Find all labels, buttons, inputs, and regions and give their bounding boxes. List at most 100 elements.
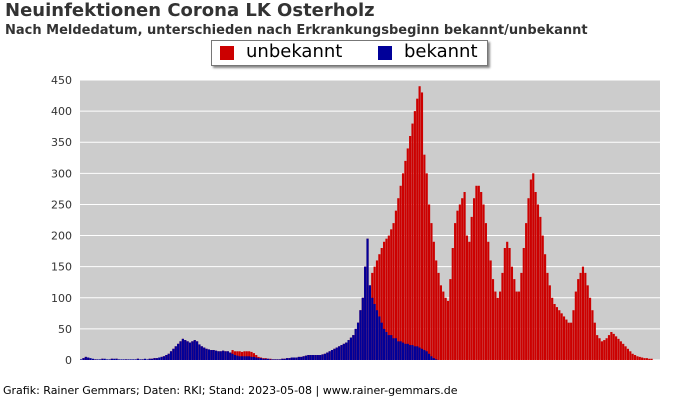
bar-unbekannt: [544, 254, 547, 360]
bar-unbekannt: [380, 248, 383, 360]
bar-unbekannt: [451, 248, 454, 360]
bar-bekannt: [387, 335, 390, 360]
bar-bekannt: [245, 356, 248, 360]
bar-bekannt: [413, 346, 416, 360]
bar-unbekannt: [499, 291, 502, 360]
bar-unbekannt: [465, 235, 469, 360]
bar-bekannt: [129, 359, 132, 360]
bar-bekannt: [328, 351, 331, 360]
bar-unbekannt: [252, 353, 255, 360]
bar-unbekannt: [567, 322, 570, 360]
bar-bekannt: [385, 332, 388, 360]
bar-bekannt: [108, 359, 111, 360]
bar-bekannt: [302, 356, 305, 360]
y-tick-label: 0: [65, 354, 72, 367]
bar-bekannt: [368, 285, 371, 360]
bar-bekannt: [222, 350, 225, 360]
bar-bekannt: [345, 342, 348, 360]
chart-subtitle: Nach Meldedatum, unterschieden nach Erkr…: [5, 23, 588, 38]
bar-unbekannt: [527, 198, 530, 360]
bar-bekannt: [217, 351, 220, 360]
bar-bekannt: [205, 348, 208, 360]
bar-bekannt: [155, 358, 158, 360]
bar-bekannt: [314, 355, 317, 360]
bar-unbekannt: [607, 335, 611, 360]
bar-bekannt: [347, 340, 350, 360]
bar-unbekannt: [610, 332, 613, 360]
bar-bekannt: [257, 358, 260, 360]
bar-bekannt: [295, 357, 298, 360]
bar-unbekannt: [548, 285, 551, 360]
bar-bekannt: [120, 359, 123, 360]
legend: unbekannt bekannt: [211, 40, 488, 66]
bar-unbekannt: [579, 272, 582, 360]
bar-unbekannt: [515, 291, 518, 360]
bar-bekannt: [304, 355, 308, 360]
bar-unbekannt: [378, 254, 381, 360]
bar-bekannt: [103, 358, 106, 360]
bar-bekannt: [243, 356, 246, 360]
bar-unbekannt: [633, 355, 637, 360]
bar-unbekannt: [435, 260, 438, 360]
bar-unbekannt: [449, 279, 452, 360]
bar-bekannt: [113, 358, 116, 360]
bar-unbekannt: [480, 192, 483, 360]
bar-bekannt: [141, 359, 144, 360]
bar-bekannt: [354, 328, 357, 360]
bar-bekannt: [186, 341, 189, 360]
bar-unbekannt: [418, 86, 421, 360]
bar-bekannt: [203, 347, 206, 360]
bar-unbekannt: [506, 241, 509, 360]
bar-unbekannt: [522, 248, 525, 360]
bar-bekannt: [290, 357, 293, 360]
bar-unbekannt: [508, 248, 511, 360]
bar-unbekannt: [430, 223, 433, 360]
bar-bekannt: [269, 359, 272, 360]
bar-unbekannt: [546, 272, 549, 360]
bar-bekannt: [276, 359, 279, 360]
bar-bekannt: [366, 238, 369, 360]
bar-unbekannt: [645, 358, 648, 360]
bar-unbekannt: [428, 204, 431, 360]
bar-bekannt: [236, 355, 239, 360]
bar-unbekannt: [626, 348, 630, 360]
bar-unbekannt: [525, 223, 528, 360]
bar-bekannt: [375, 310, 379, 360]
bar-bekannt: [110, 358, 113, 360]
legend-swatch-bekannt: [378, 46, 392, 60]
bar-bekannt: [285, 358, 289, 360]
bar-unbekannt: [622, 343, 625, 360]
bar-bekannt: [115, 358, 118, 360]
bar-unbekannt: [468, 241, 471, 360]
bar-unbekannt: [456, 210, 459, 360]
bar-bekannt: [262, 358, 265, 360]
bar-unbekannt: [416, 98, 419, 361]
bar-bekannt: [134, 359, 137, 360]
bar-unbekannt: [560, 313, 563, 360]
bar-bekannt: [127, 359, 130, 360]
bar-unbekannt: [489, 260, 492, 360]
legend-swatch-unbekannt: [220, 46, 234, 60]
bar-bekannt: [281, 358, 284, 360]
bar-bekannt: [167, 353, 170, 360]
bar-bekannt: [124, 359, 128, 360]
y-tick-label: 50: [58, 323, 72, 336]
bar-bekannt: [174, 346, 177, 360]
bar-unbekannt: [605, 338, 608, 360]
bar-unbekannt: [248, 351, 251, 360]
bar-bekannt: [80, 359, 83, 360]
bar-unbekannt: [250, 351, 253, 360]
bar-bekannt: [196, 341, 199, 360]
bar-bekannt: [340, 345, 343, 360]
bar-unbekannt: [503, 248, 506, 360]
bar-bekannt: [198, 344, 201, 360]
bar-bekannt: [117, 359, 121, 360]
bar-unbekannt: [534, 192, 537, 360]
bar-bekannt: [364, 266, 367, 360]
bar-bekannt: [94, 359, 97, 360]
bar-unbekannt: [409, 136, 412, 360]
bar-unbekannt: [385, 238, 388, 360]
bar-unbekannt: [238, 351, 241, 360]
y-tick-label: 150: [51, 261, 72, 274]
